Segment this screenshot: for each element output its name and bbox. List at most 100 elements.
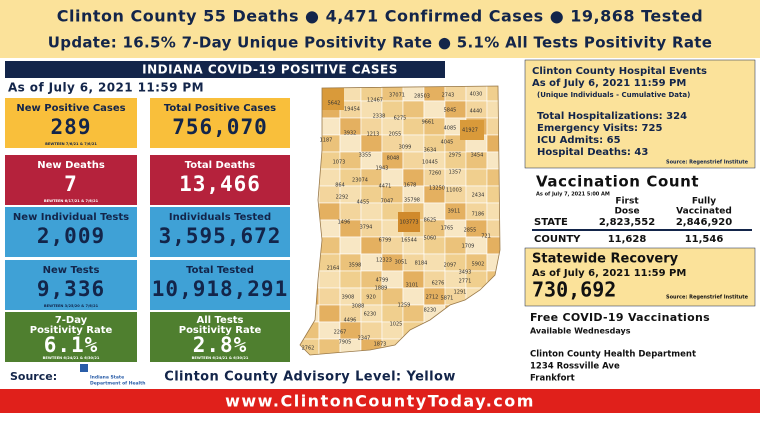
county-count: 4045: [441, 140, 454, 146]
county: [486, 287, 500, 306]
county: [318, 304, 341, 323]
tile-value: 9,336: [37, 277, 105, 301]
county: [444, 338, 467, 355]
county-count: 10445: [422, 160, 438, 166]
tile-note: BEWTEEN 7/6/21 & 7/6/21: [45, 142, 97, 146]
section-title: INDIANA COVID-19 POSITIVE CASES: [142, 63, 398, 77]
county-count: 3634: [424, 148, 437, 154]
county: [300, 236, 320, 255]
vaccine-event: Free COVID-19 Vaccinations: [530, 311, 710, 324]
source-label: Source:: [10, 370, 57, 383]
county-count: 5642: [328, 101, 341, 107]
county: [318, 202, 341, 221]
county-count: 16544: [401, 238, 417, 244]
county-count: 1259: [398, 303, 411, 309]
county-count: 12467: [367, 98, 383, 104]
logo-icon: [80, 364, 88, 372]
county-count: 35798: [404, 198, 420, 204]
recovery-title: Statewide Recovery: [532, 252, 679, 267]
tile-label: 7-Day: [55, 315, 88, 326]
tile-label: Individuals Tested: [169, 212, 271, 223]
county-count: 2097: [444, 263, 457, 269]
tile-value: 7: [64, 172, 78, 196]
tile: [150, 312, 290, 362]
county: [465, 338, 488, 355]
county: [486, 202, 500, 221]
county-count: 4030: [470, 92, 483, 98]
county-count: 2347: [358, 336, 371, 342]
county-count: 8625: [424, 218, 437, 224]
vaccination-as-of: As of July 7, 2021 5:00 AM: [536, 192, 610, 198]
county: [465, 168, 488, 187]
county-count: 7905: [339, 340, 352, 346]
county-count: 8230: [424, 308, 437, 314]
tile-value: 756,070: [172, 115, 268, 139]
county-count: 2338: [373, 114, 386, 120]
vaccine-event: Available Wednesdays: [530, 327, 631, 336]
tile-value: 2.8%: [193, 333, 248, 357]
tile: [150, 98, 290, 148]
vaccination-col: Dose: [614, 207, 639, 217]
hospital-line: Total Hospitalizations: 324: [537, 111, 687, 122]
county-count: 3598: [349, 263, 362, 269]
county: [300, 134, 320, 153]
county: [465, 304, 488, 323]
vaccination-col: First: [615, 197, 639, 207]
county: [300, 202, 320, 221]
tile-value: 6.1%: [44, 333, 99, 357]
county-count: 4496: [344, 318, 357, 324]
health-dept: Frankfort: [530, 374, 575, 384]
tile-label: All Tests: [196, 315, 243, 326]
county-count: 2771: [459, 279, 472, 285]
county-count: 4471: [379, 184, 392, 190]
tile-label: New Positive Cases: [16, 103, 125, 114]
hospital-line: ICU Admits: 65: [537, 135, 621, 146]
county: [322, 88, 344, 110]
county: [300, 86, 320, 102]
county-count: 2055: [389, 132, 402, 138]
county-count: 1873: [374, 342, 387, 348]
county: [339, 270, 362, 289]
county: [300, 100, 320, 119]
county: [486, 134, 500, 153]
vaccination-value: 2,823,552: [599, 217, 655, 228]
header-line2: Update: 16.5% 7-Day Unique Positivity Ra…: [48, 34, 712, 52]
footer-url[interactable]: www.ClintonCountyToday.com: [225, 392, 535, 411]
county-count: 1889: [375, 286, 388, 292]
county: [444, 304, 467, 323]
tile: [5, 312, 137, 362]
county-count: 1213: [367, 132, 380, 138]
tile: [150, 260, 290, 310]
county-count: 3908: [342, 295, 355, 301]
county: [339, 236, 362, 255]
tile-note: BEWTEEN 6/17/21 & 7/6/21: [44, 199, 99, 203]
tile: [5, 207, 137, 257]
county-count: 3493: [459, 270, 472, 276]
county: [318, 270, 341, 289]
vaccination-col: Vaccinated: [676, 207, 732, 217]
county-count: 2164: [327, 266, 340, 272]
county-count: 3099: [399, 145, 412, 151]
county: [339, 134, 362, 153]
county: [339, 202, 362, 221]
county: [300, 287, 320, 306]
tile-value: 3,595,672: [159, 224, 282, 248]
tile: [150, 207, 290, 257]
tile-label: Total Positive Cases: [164, 103, 276, 114]
health-dept: 1234 Rossville Ave: [530, 362, 620, 372]
county-count: 6799: [379, 238, 392, 244]
recovery-as-of: As of July 6, 2021 11:59 PM: [532, 268, 686, 279]
county-count: 1073: [333, 160, 346, 166]
county: [402, 151, 425, 170]
county-count: 864: [335, 183, 345, 189]
tile-value: 2,009: [37, 224, 105, 248]
county-count: 2762: [302, 346, 315, 352]
logo-text: Indiana State: [90, 375, 124, 381]
county-count: 920: [366, 295, 376, 301]
county-count: 7186: [472, 212, 485, 218]
tile-label: Positivity Rate: [179, 325, 262, 336]
county: [300, 117, 320, 136]
county-count: 103773: [399, 220, 418, 226]
